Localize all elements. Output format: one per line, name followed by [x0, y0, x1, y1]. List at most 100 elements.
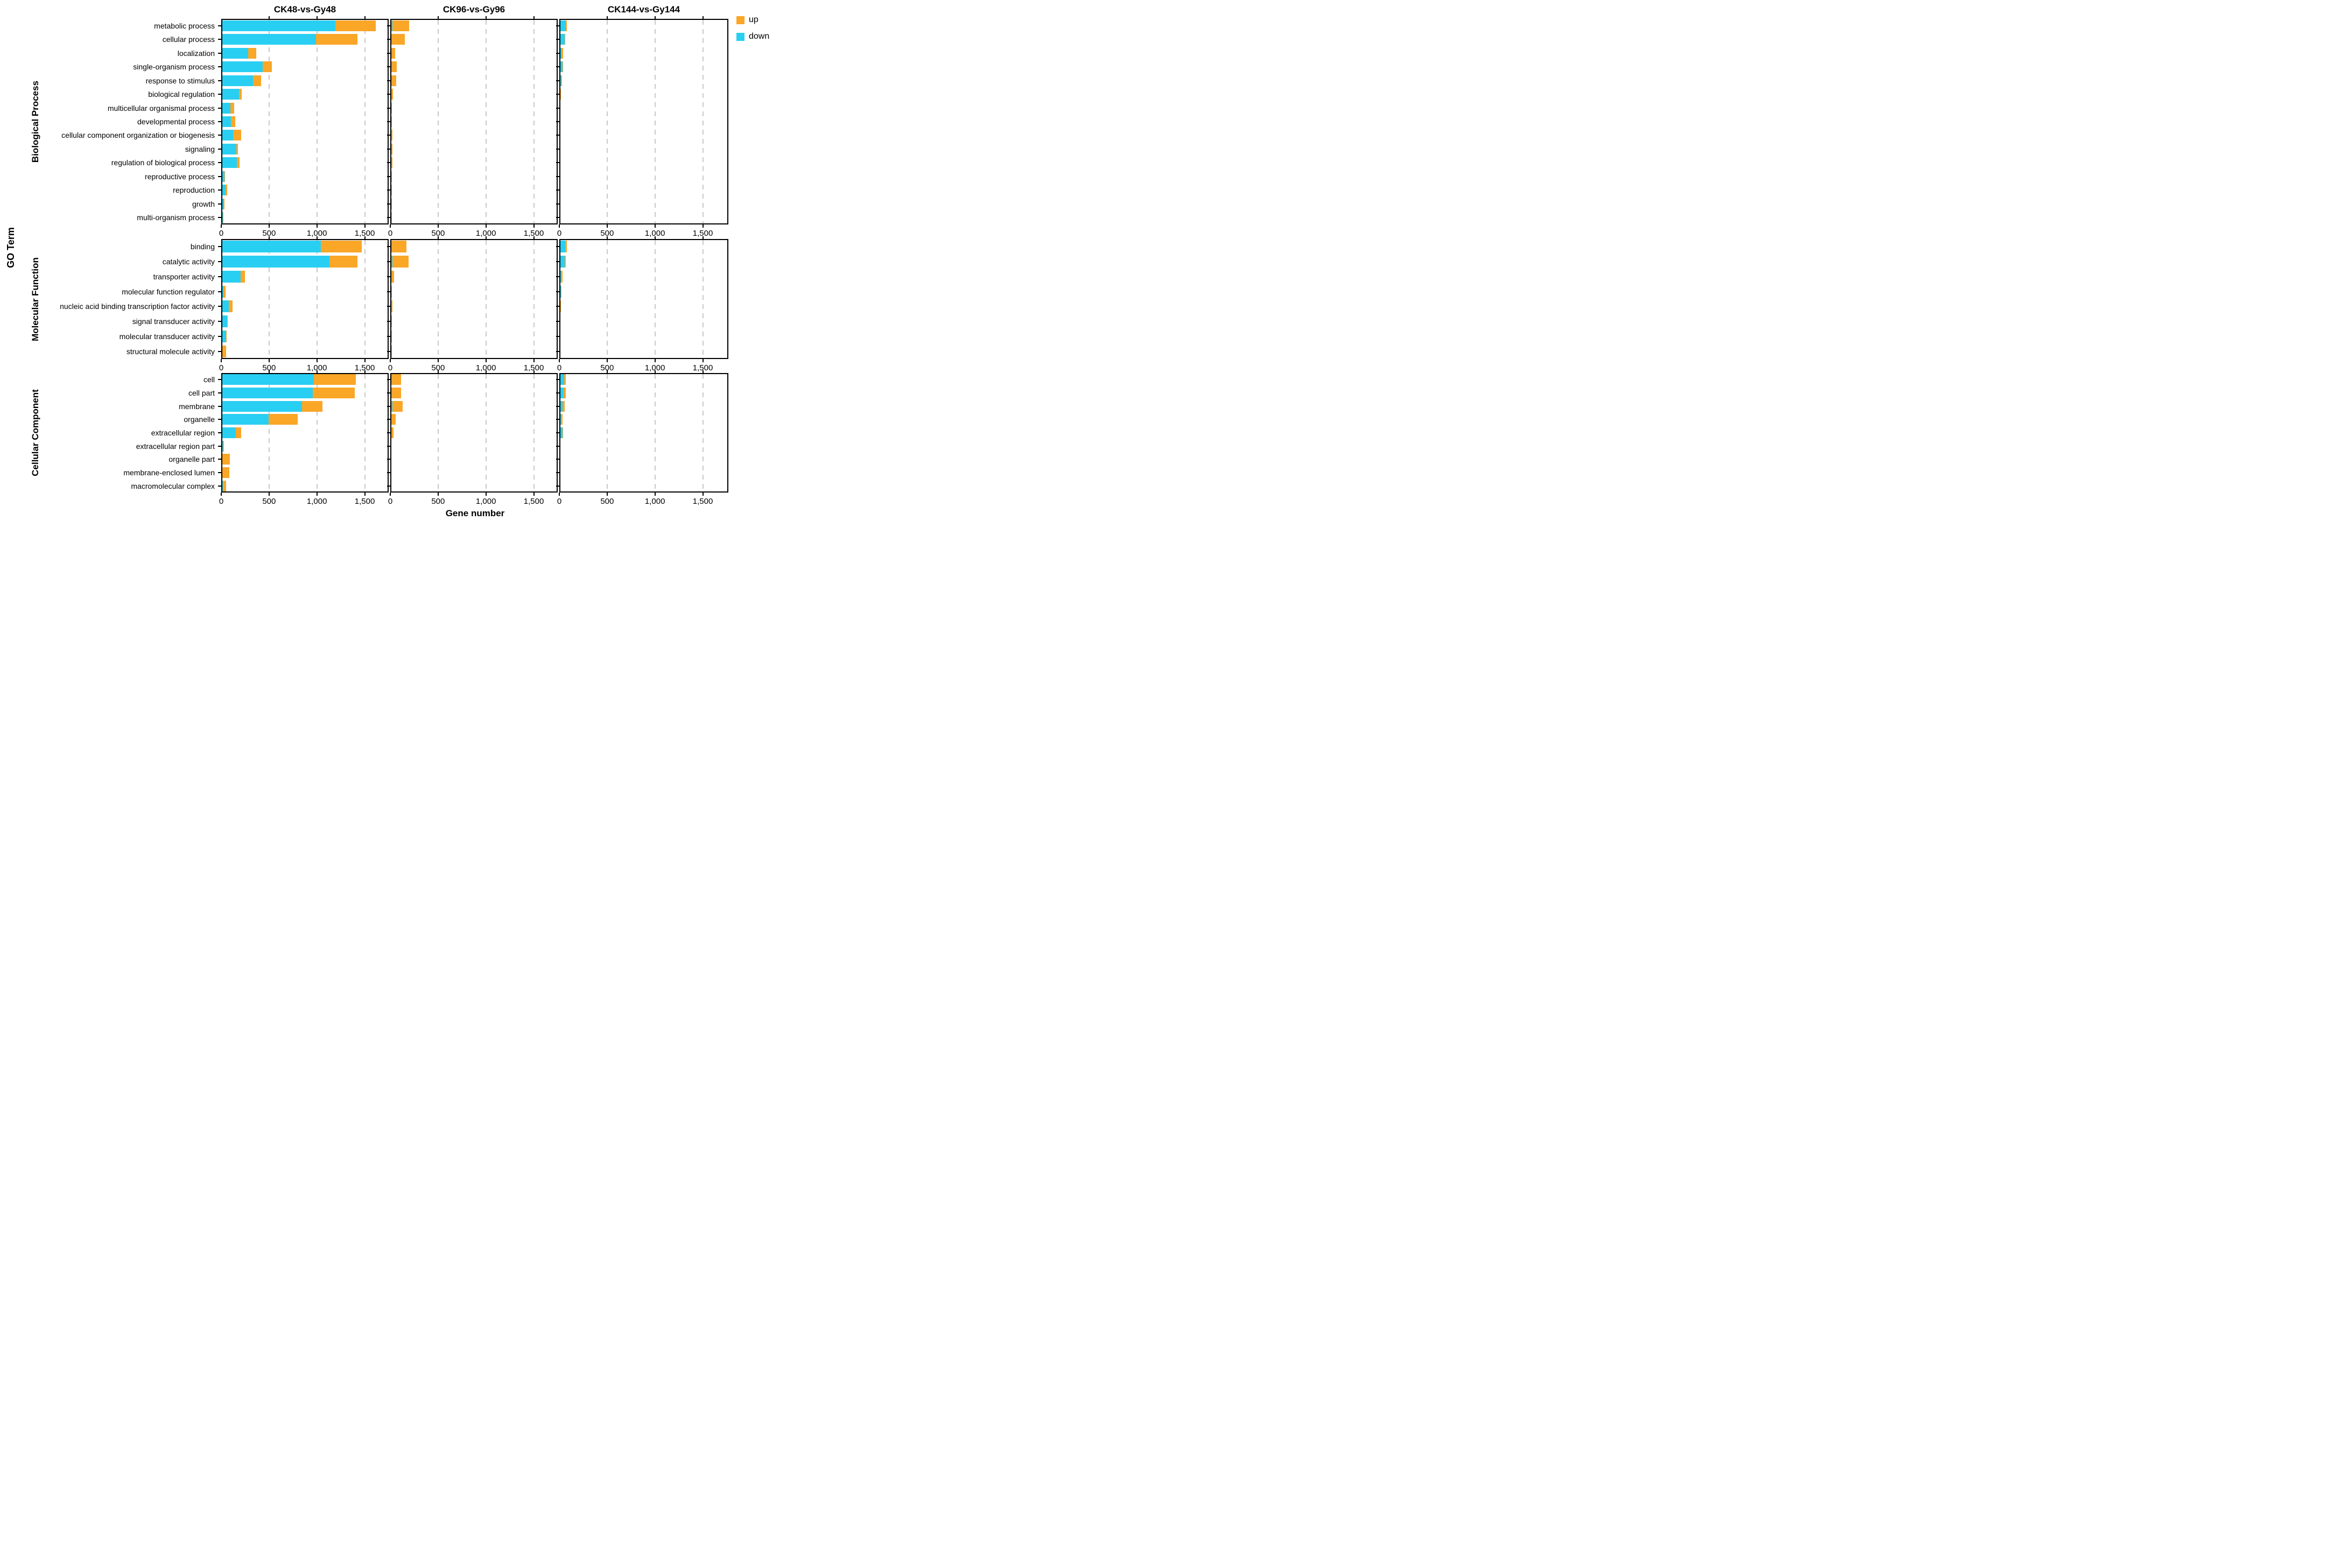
y-axis-tick [218, 291, 221, 292]
y-axis-tick [387, 25, 390, 26]
x-tick-label: 1,500 [523, 497, 544, 506]
stacked-bar [391, 75, 397, 86]
y-axis-tick [218, 306, 221, 307]
down-segment [222, 374, 314, 385]
stacked-bar [560, 388, 566, 398]
panel-title-ck48: CK48-vs-Gy48 [273, 4, 336, 15]
x-tick-label: 0 [219, 363, 224, 372]
x-tick-label: 1,000 [475, 363, 496, 372]
y-axis-tick [387, 94, 390, 95]
y-axis-tick [556, 419, 559, 420]
down-segment [560, 61, 563, 73]
y-axis-tick [556, 107, 559, 109]
y-axis-tick [218, 148, 221, 150]
gridline [364, 20, 366, 223]
up-segment [236, 157, 240, 168]
x-tick-label: 0 [388, 229, 393, 238]
stacked-bar [222, 414, 298, 425]
up-segment [560, 270, 563, 283]
category-label: macromolecular complex [131, 481, 215, 490]
plot-panel [390, 19, 558, 224]
up-segment [321, 240, 362, 252]
stacked-bar [222, 240, 362, 252]
down-segment [560, 388, 564, 398]
y-axis-tick [556, 52, 559, 54]
x-tick-label: 1,500 [692, 497, 713, 506]
y-axis-tick [218, 432, 221, 433]
category-label: multicellular organismal process [107, 103, 215, 112]
x-axis-title: Gene number [445, 508, 505, 518]
x-axis-top-tick [702, 16, 704, 19]
x-axis-top-tick [437, 16, 439, 19]
y-axis-tick [218, 107, 221, 109]
y-axis-tick [387, 66, 390, 68]
stacked-bar [222, 300, 233, 313]
x-axis-tick [485, 493, 487, 496]
x-axis-top-tick [654, 16, 656, 19]
x-axis-tick [364, 493, 366, 496]
y-axis-tick [387, 321, 390, 322]
down-segment [391, 388, 392, 398]
legend-label-down: down [749, 32, 770, 41]
stacked-bar [391, 143, 392, 154]
category-label: organelle [184, 415, 215, 424]
stacked-bar [222, 75, 261, 86]
y-axis-tick [556, 432, 559, 433]
x-tick-label: 1,500 [523, 229, 544, 238]
y-axis-tick [387, 135, 390, 136]
y-axis-tick [556, 276, 559, 277]
category-label: multi-organism process [137, 213, 215, 222]
stacked-bar [391, 34, 405, 45]
x-axis-tick [702, 493, 704, 496]
y-axis-tick [218, 379, 221, 381]
y-axis-tick [387, 162, 390, 164]
stacked-bar [391, 47, 395, 59]
x-tick-label: 1,500 [354, 363, 375, 372]
legend-item-down: down [736, 32, 769, 41]
gridline [268, 240, 270, 358]
x-axis-tick [559, 359, 560, 362]
y-axis-tick [218, 405, 221, 407]
stacked-bar [222, 270, 245, 283]
stacked-bar [560, 374, 566, 385]
up-segment [329, 255, 358, 268]
y-axis-tick [556, 321, 559, 322]
x-tick-label: 0 [388, 497, 393, 506]
down-segment [560, 34, 565, 45]
y-axis-tick [387, 245, 390, 247]
stacked-bar [222, 47, 257, 59]
category-label: developmental process [137, 117, 215, 126]
stacked-bar [391, 89, 393, 100]
stacked-bar [222, 130, 241, 141]
panel-title-ck96: CK96-vs-Gy96 [442, 4, 505, 15]
up-segment [230, 102, 235, 114]
gridline [268, 374, 270, 491]
y-axis-tick [218, 217, 221, 219]
x-axis-tick [606, 493, 608, 496]
stacked-bar [222, 212, 223, 223]
x-axis-top-tick [316, 16, 318, 19]
down-segment [222, 240, 321, 252]
y-axis-tick [556, 203, 559, 205]
x-axis-top-tick [268, 236, 270, 239]
stacked-bar [391, 285, 392, 298]
stacked-bar [391, 157, 392, 168]
x-axis-tick [364, 224, 366, 228]
up-segment [391, 285, 392, 298]
y-axis-tick [218, 25, 221, 26]
y-axis-tick [556, 261, 559, 262]
y-axis-tick [556, 162, 559, 164]
x-tick-label: 500 [431, 497, 445, 506]
down-segment [391, 20, 393, 31]
up-segment [565, 20, 567, 31]
gridline [364, 374, 366, 491]
up-segment [392, 400, 403, 412]
down-segment [391, 255, 393, 268]
category-label: single-organism process [133, 62, 215, 72]
plot-panel [221, 239, 389, 359]
up-segment [222, 480, 227, 491]
y-axis-tick [387, 405, 390, 407]
y-axis-tick [556, 351, 559, 353]
stacked-bar [391, 116, 392, 127]
down-segment [391, 47, 392, 59]
